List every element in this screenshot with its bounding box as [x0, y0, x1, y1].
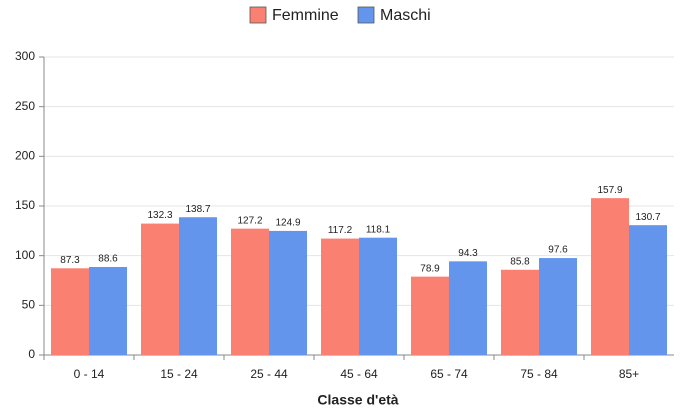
- value-label: 85.8: [510, 256, 530, 267]
- bar: [629, 225, 667, 355]
- y-tick-label: 150: [15, 198, 35, 212]
- bar: [449, 261, 487, 355]
- value-label: 157.9: [597, 185, 622, 196]
- y-tick-label: 50: [22, 298, 36, 312]
- value-label: 117.2: [328, 225, 353, 236]
- x-tick-label: 85+: [619, 367, 639, 381]
- value-label: 138.7: [185, 204, 210, 215]
- bar: [89, 266, 127, 355]
- bar: [269, 230, 307, 355]
- bar: [51, 268, 89, 355]
- legend-label: Maschi: [380, 7, 431, 24]
- legend-swatch: [357, 6, 375, 24]
- value-label: 78.9: [420, 263, 440, 274]
- x-tick-label: 45 - 64: [340, 367, 378, 381]
- value-label: 127.2: [237, 215, 262, 226]
- bar: [321, 238, 359, 355]
- bar: [231, 228, 269, 355]
- bar: [501, 269, 539, 355]
- legend-label: Femmine: [272, 7, 339, 24]
- y-tick-label: 250: [15, 99, 35, 113]
- x-tick-label: 15 - 24: [160, 367, 198, 381]
- bar: [179, 217, 217, 355]
- bar: [359, 237, 397, 355]
- bar: [411, 276, 449, 355]
- value-label: 97.6: [548, 245, 568, 256]
- bar: [591, 198, 629, 355]
- x-axis-label: Classe d'età: [317, 392, 398, 408]
- value-label: 88.6: [98, 254, 118, 265]
- x-tick-label: 75 - 84: [520, 367, 558, 381]
- bar: [539, 258, 577, 355]
- y-tick-label: 300: [15, 49, 35, 63]
- value-label: 94.3: [458, 248, 478, 259]
- bar: [141, 223, 179, 355]
- value-label: 132.3: [147, 210, 172, 221]
- y-tick-label: 200: [15, 149, 35, 163]
- x-tick-label: 25 - 44: [250, 367, 288, 381]
- value-label: 130.7: [635, 212, 660, 223]
- value-label: 124.9: [275, 218, 300, 229]
- x-tick-label: 65 - 74: [430, 367, 468, 381]
- y-tick-label: 0: [28, 347, 35, 361]
- x-tick-label: 0 - 14: [74, 367, 105, 381]
- value-label: 118.1: [366, 224, 391, 235]
- y-tick-label: 100: [15, 248, 35, 262]
- value-label: 87.3: [60, 255, 80, 266]
- legend-swatch: [249, 6, 267, 24]
